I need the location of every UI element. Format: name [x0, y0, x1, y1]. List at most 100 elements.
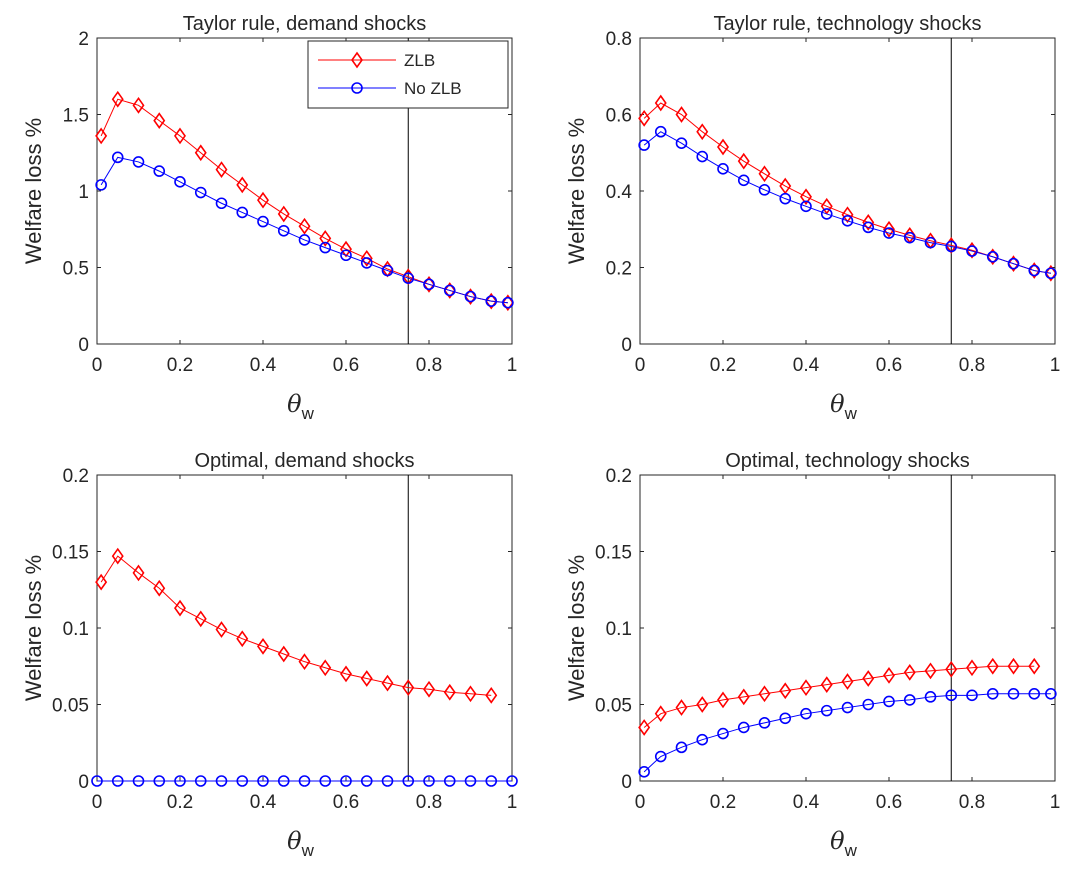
point-diamond [1028, 657, 1041, 675]
point-circle [381, 775, 394, 787]
point-circle [945, 689, 958, 702]
point-diamond [402, 679, 415, 697]
series-line-no-zlb [643, 693, 1051, 773]
y-axis-label: Welfare loss % [564, 555, 589, 701]
point-diamond [986, 248, 999, 266]
y-axis-label: Welfare loss % [21, 555, 46, 701]
y-tick-label: 0.05 [595, 696, 632, 717]
x-tick-label: 0.2 [710, 355, 736, 376]
y-tick-label: 0 [621, 772, 632, 793]
point-circle [779, 192, 792, 205]
point-circle [1007, 257, 1020, 270]
series-line-no-zlb [643, 131, 1051, 274]
point-circle [502, 296, 514, 309]
point-diamond [501, 294, 514, 312]
point-circle [675, 741, 688, 754]
point-diamond [638, 109, 651, 127]
point-circle [862, 698, 875, 711]
chart-title: Taylor rule, demand shocks [183, 13, 426, 35]
point-diamond [779, 682, 792, 700]
point-circle [737, 174, 750, 187]
legend-marker-diamond [351, 51, 363, 69]
point-diamond [485, 292, 498, 310]
x-tick-label: 0.2 [710, 792, 736, 813]
y-tick-label: 0.15 [595, 543, 632, 564]
point-diamond [464, 685, 477, 703]
subplot-4: 0 0.2 0.4 0.6 0.8 1 0 0.05 0.1 0.15 0.2 Optimal, te… [564, 450, 1060, 860]
point-circle [696, 733, 709, 746]
point-circle [91, 775, 103, 787]
point-diamond [862, 213, 875, 231]
x-tick-label: 0.2 [167, 355, 193, 376]
x-tick-label: 0.6 [333, 792, 359, 813]
x-tick-label: 0.8 [959, 792, 985, 813]
point-circle [340, 775, 352, 787]
point-circle [236, 775, 249, 787]
y-tick-label: 0 [621, 335, 632, 356]
point-circle [111, 775, 124, 787]
point-circle [883, 227, 895, 239]
point-circle [924, 691, 937, 703]
point-diamond [841, 206, 854, 224]
point-diamond [696, 696, 709, 713]
point-diamond [153, 112, 166, 129]
point-circle [340, 249, 352, 262]
point-circle [194, 186, 207, 199]
y-tick-label: 0.05 [52, 696, 89, 717]
point-circle [966, 689, 978, 702]
point-circle [800, 707, 812, 720]
chart-title: Taylor rule, technology shocks [714, 13, 982, 35]
point-diamond [215, 161, 228, 178]
point-circle [257, 775, 269, 787]
point-circle [654, 125, 667, 138]
point-diamond [443, 683, 456, 701]
point-circle [638, 139, 650, 151]
point-circle [443, 775, 456, 787]
point-circle [277, 224, 290, 237]
point-diamond [360, 670, 373, 687]
point-diamond [717, 691, 729, 709]
x-tick-label: 0.4 [793, 355, 820, 376]
point-circle [862, 221, 875, 234]
point-diamond [153, 579, 166, 597]
axes-box [639, 37, 1056, 345]
x-tick-label: 0 [635, 792, 646, 813]
point-circle [986, 250, 999, 263]
point-diamond [132, 564, 145, 582]
point-diamond [675, 699, 688, 716]
subplot-3: 0 0.2 0.4 0.6 0.8 1 0 0.05 0.1 0.15 0.2 Optimal, de… [21, 450, 518, 860]
x-tick-label: 0.4 [793, 792, 820, 813]
x-tick-label: 0 [635, 355, 646, 376]
point-diamond [758, 685, 771, 703]
point-diamond [1044, 264, 1057, 282]
point-diamond [298, 653, 311, 671]
point-circle [215, 775, 228, 787]
x-tick-label: 1 [507, 355, 518, 376]
point-diamond [319, 230, 332, 247]
point-circle [298, 234, 311, 246]
point-circle [298, 775, 311, 787]
point-circle [174, 176, 186, 188]
y-tick-label: 0.1 [606, 619, 632, 640]
point-diamond [257, 191, 269, 209]
x-tick-label: 0 [92, 355, 103, 376]
x-tick-label: 0.8 [959, 355, 985, 376]
point-diamond [111, 90, 124, 108]
x-tick-label: 0.6 [876, 792, 902, 813]
point-diamond [277, 645, 290, 663]
axes-box [96, 474, 513, 782]
y-tick-label: 0.6 [606, 106, 632, 127]
point-circle [1028, 264, 1041, 277]
point-diamond [1007, 255, 1020, 273]
y-tick-label: 0.15 [52, 543, 89, 564]
y-tick-label: 0 [78, 772, 89, 793]
point-diamond [737, 152, 750, 170]
axes-box [639, 474, 1056, 782]
y-tick-label: 0.8 [606, 29, 632, 50]
point-circle [903, 694, 916, 706]
point-diamond [654, 705, 667, 723]
point-circle [966, 245, 978, 257]
point-diamond [862, 670, 875, 687]
point-circle [779, 712, 792, 725]
point-circle [696, 150, 709, 163]
